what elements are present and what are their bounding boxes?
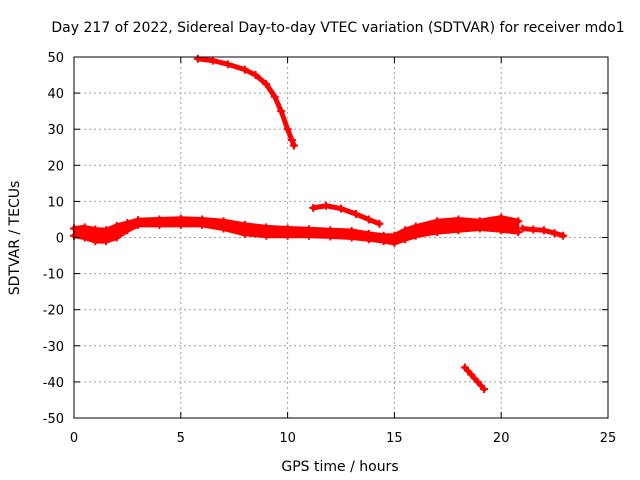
data-layer: [70, 54, 568, 394]
x-tick-label: 25: [600, 431, 617, 446]
y-tick-label: -40: [43, 376, 64, 391]
x-tick-label: 10: [279, 431, 296, 446]
y-tick-label: -20: [43, 304, 64, 319]
grid-lines: [74, 57, 608, 418]
data-point: [283, 125, 292, 134]
data-point: [550, 229, 559, 238]
data-point: [193, 54, 202, 63]
data-point: [467, 370, 476, 379]
data-point: [240, 65, 249, 74]
data-point: [375, 219, 384, 228]
main-band-fill: [73, 216, 520, 244]
axis-ticks: 0 5 10 15 20 25 -50 -40 -30 -20 -10 0 10 20 30 40 50: [43, 51, 617, 446]
data-point: [290, 141, 299, 150]
data-point: [518, 224, 527, 233]
data-point: [270, 92, 279, 101]
series-line-4: [195, 56, 297, 148]
x-tick-label: 20: [493, 431, 510, 446]
data-point: [251, 71, 260, 80]
chart-title: Day 217 of 2022, Sidereal Day-to-day VTE…: [51, 20, 624, 36]
y-tick-label: -50: [43, 412, 64, 427]
y-tick-label: -30: [43, 340, 64, 355]
x-tick-label: 0: [70, 431, 78, 446]
data-point: [309, 203, 318, 212]
data-point: [529, 225, 538, 234]
data-point: [277, 107, 286, 116]
y-tick-label: 30: [47, 123, 64, 138]
data-point: [208, 56, 217, 65]
y-tick-label: 10: [47, 195, 64, 210]
y-tick-label: 20: [47, 159, 64, 174]
x-tick-label: 15: [386, 431, 403, 446]
data-point: [322, 201, 331, 210]
data-point: [351, 210, 360, 219]
data-point: [364, 215, 373, 224]
data-point: [473, 377, 482, 386]
x-tick-label: 5: [177, 431, 185, 446]
y-tick-label: 50: [47, 51, 64, 66]
data-point: [559, 231, 568, 240]
y-axis-label: SDTVAR / TECUs: [7, 181, 23, 296]
y-tick-label: -10: [43, 268, 64, 283]
data-point: [480, 385, 489, 394]
y-tick-label: 0: [56, 232, 64, 247]
data-point: [337, 204, 345, 213]
data-point: [460, 363, 469, 372]
y-tick-label: 40: [47, 87, 64, 102]
data-point: [262, 80, 271, 89]
data-point: [223, 60, 232, 69]
data-point: [287, 136, 296, 145]
data-point: [539, 226, 548, 235]
series-line-5: [462, 364, 487, 392]
x-axis-label: GPS time / hours: [281, 459, 398, 475]
